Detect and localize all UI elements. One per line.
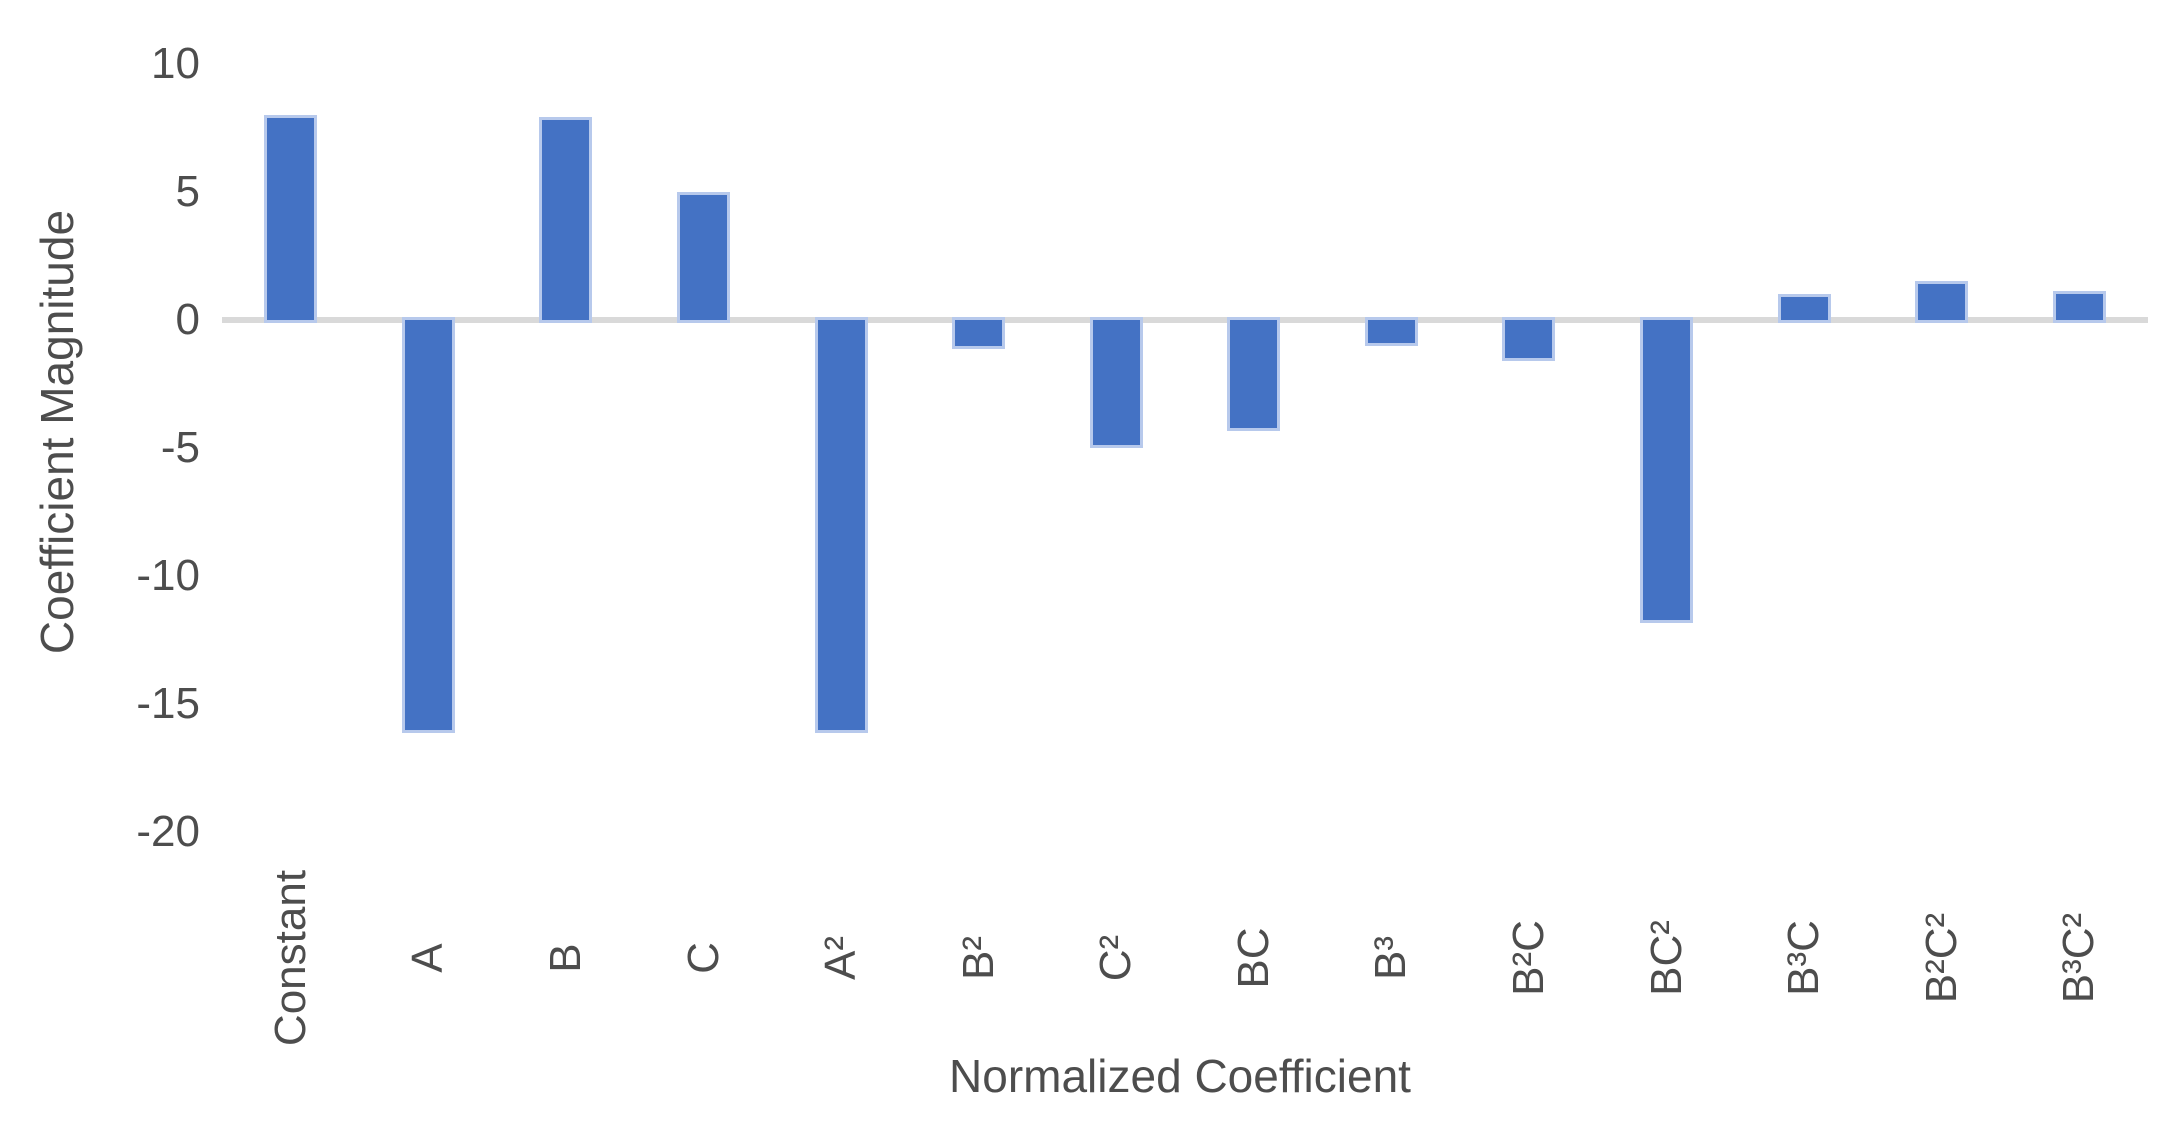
bar-B³C: [1777, 293, 1831, 323]
bar-A: [401, 317, 455, 733]
bar-A²: [814, 317, 868, 733]
bar-C²: [1089, 316, 1143, 449]
y-tick-label: -15: [136, 679, 200, 728]
bar-BC: [1227, 317, 1281, 431]
category-label-B³C²: B³C²: [2054, 912, 2104, 1004]
bar-Constant: [264, 114, 318, 323]
y-tick-label: 0: [175, 295, 200, 344]
bar-B²C²: [1915, 281, 1969, 323]
bar-BC²: [1640, 317, 1693, 623]
bar-C: [677, 191, 730, 323]
category-label-B: B: [540, 943, 590, 973]
y-tick-label: 5: [175, 167, 200, 216]
bar-B²: [952, 317, 1006, 349]
category-label-Constant: Constant: [265, 869, 315, 1047]
category-label-B³C: B³C: [1779, 920, 1829, 996]
x-axis-title: Normalized Coefficient: [949, 1050, 1411, 1102]
category-label-BC²: BC²: [1641, 920, 1691, 996]
y-tick-label: -20: [136, 807, 200, 856]
x-axis-zero-line: [222, 317, 2148, 323]
category-label-C: C: [678, 942, 728, 974]
bar-B³C²: [2052, 291, 2106, 323]
bar-B²C: [1502, 316, 1556, 362]
category-label-B²C²: B²C²: [1916, 912, 1966, 1004]
bar-B³: [1364, 316, 1418, 347]
category-label-A: A: [403, 943, 453, 973]
bar-B: [539, 117, 593, 323]
y-tick-label: 10: [151, 39, 200, 88]
y-tick-label: -5: [160, 423, 200, 472]
y-tick-label: -10: [136, 551, 200, 600]
